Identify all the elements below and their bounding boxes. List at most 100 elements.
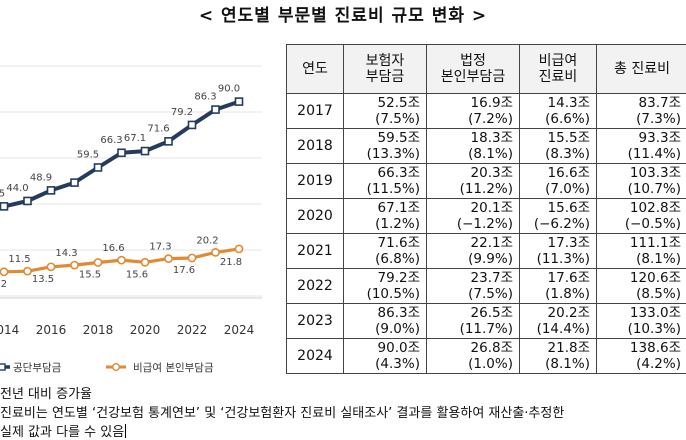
table-cell-line: 52.5조 — [377, 95, 420, 111]
data-point — [140, 257, 150, 267]
x-tick-label: 2016 — [36, 323, 67, 337]
page-title: < 연도별 부문별 진료비 규모 변화 > — [198, 6, 488, 26]
table-cell-line: (7.5%) — [375, 111, 420, 127]
note-growth-rate: 전년 대비 증가율 — [0, 387, 92, 402]
table-row: 2021 71.6조 (6.8%) 22.1조 (9.9%) 17.3조 (11.3%) 11… — [286, 233, 686, 269]
table-header-line: 비급여 — [538, 53, 578, 69]
table-cell-line: 93.3조 — [638, 130, 681, 146]
table-value-cell: 138.6조 (4.2%) — [596, 338, 686, 374]
data-point — [164, 137, 173, 146]
data-label: 21.8 — [220, 257, 242, 268]
expense-table: 연도 보험자 부담금 법정 본인부담금 비급여 진료비 총 진료비 2017 52.5조 (7.5… — [286, 44, 686, 374]
data-label: 20.2 — [196, 235, 218, 246]
table-value-cell: 66.3조 (11.5%) — [343, 163, 427, 199]
table-cell-line: (−6.2%) — [533, 216, 590, 232]
data-point — [46, 262, 56, 272]
table-value-cell: 18.3조 (8.1%) — [426, 128, 520, 164]
table-cell-line: (4.2%) — [636, 356, 681, 372]
table-cell-line: (7.2%) — [468, 111, 513, 127]
table-cell-line: 66.3조 — [377, 165, 420, 181]
table-value-cell: 17.6조 (1.8%) — [519, 268, 597, 304]
data-label: 44.0 — [6, 183, 28, 194]
table-value-cell: 14.3조 (6.6%) — [519, 93, 597, 129]
data-label: 41.5 — [0, 188, 5, 199]
table-value-cell: 26.8조 (1.0%) — [426, 338, 520, 374]
table-cell-line: 133.0조 — [629, 305, 681, 321]
x-tick-label: 2022 — [177, 323, 208, 337]
data-point — [0, 202, 9, 211]
table-cell-line: (1.0%) — [468, 356, 513, 372]
table-year-cell: 2022 — [286, 268, 344, 304]
x-tick-label: 2024 — [224, 323, 255, 337]
table-cell-line: 90.0조 — [377, 340, 420, 356]
data-label: 15.6 — [126, 269, 148, 280]
table-header-line: 법정 — [460, 53, 486, 69]
data-label: 79.2 — [171, 107, 193, 118]
table-header-2: 법정 본인부담금 — [426, 44, 520, 94]
table-value-cell: 52.5조 (7.5%) — [343, 93, 427, 129]
data-label: 11.5 — [8, 254, 30, 265]
table-cell-line: 20.1조 — [470, 200, 513, 216]
table-cell-line: 120.6조 — [629, 270, 681, 286]
table-value-cell: 83.7조 (7.3%) — [596, 93, 686, 129]
line-chart: 41.544.048.9 59.566.367.171.679.286.390.0… — [0, 44, 290, 384]
data-label: 66.3 — [100, 135, 122, 146]
table-year-cell: 2018 — [286, 128, 344, 164]
table-cell-line: (8.1%) — [636, 251, 681, 267]
table-header-row: 연도 보험자 부담금 법정 본인부담금 비급여 진료비 총 진료비 — [286, 44, 686, 94]
table-value-cell: 103.3조 (10.7%) — [596, 163, 686, 199]
table-value-cell: 90.0조 (4.3%) — [343, 338, 427, 374]
table-row: 2020 67.1조 (1.2%) 20.1조 (−1.2%) 15.6조 (−6.2%) 1… — [286, 198, 686, 234]
table-row: 2017 52.5조 (7.5%) 16.9조 (7.2%) 14.3조 (6.6%) 83.… — [286, 93, 686, 129]
table-cell-line: 79.2조 — [377, 270, 420, 286]
table-cell-line: (8.5%) — [636, 286, 681, 302]
table-cell-line: 26.8조 — [470, 340, 513, 356]
data-label: 71.6 — [147, 123, 169, 134]
table-cell-line: (9.0%) — [375, 321, 420, 337]
table-cell-line: 17.3조 — [547, 235, 590, 251]
table-cell-line: 15.6조 — [547, 200, 590, 216]
data-point — [117, 255, 126, 265]
table-header-line: 보험자 — [365, 53, 405, 69]
data-point — [46, 186, 56, 195]
table-cell-line: 16.9조 — [470, 95, 513, 111]
data-point — [70, 260, 79, 270]
chart-svg: 41.544.048.9 59.566.367.171.679.286.390.0… — [0, 65, 262, 374]
table-cell-line: 14.3조 — [547, 95, 590, 111]
table-cell-line: (13.3%) — [366, 146, 420, 162]
table-cell-line: 103.3조 — [629, 165, 681, 181]
table-header-line: 부담금 — [365, 69, 405, 85]
data-label: 86.3 — [194, 92, 216, 103]
table-value-cell: 93.3조 (11.4%) — [596, 128, 686, 164]
table-value-cell: 120.6조 (8.5%) — [596, 268, 686, 304]
data-point — [93, 258, 103, 267]
legend-label: 비급여 본인부담금 — [133, 362, 214, 374]
data-label: 16.6 — [102, 243, 124, 254]
table-cell-line: (−0.5%) — [624, 216, 681, 232]
table-value-cell: 22.1조 (9.9%) — [426, 233, 520, 269]
table-cell-line: (−1.2%) — [456, 216, 513, 232]
table-header-1: 보험자 부담금 — [343, 44, 427, 94]
data-point — [211, 105, 220, 114]
table-year-cell: 2024 — [286, 338, 344, 374]
data-label: 17.3 — [149, 242, 171, 253]
table-cell-line: 138.6조 — [629, 340, 681, 356]
data-point — [93, 163, 103, 172]
data-label: 15.5 — [79, 270, 101, 281]
data-point — [187, 120, 197, 130]
table-cell-line: (1.2%) — [375, 216, 420, 232]
data-label: 13.5 — [32, 274, 54, 285]
table-row: 2019 66.3조 (11.5%) 20.3조 (11.2%) 16.6조 (7.0%) 1… — [286, 163, 686, 199]
table-cell-line: (10.5%) — [366, 286, 420, 302]
table-cell-line: (8.3%) — [545, 146, 590, 162]
table-cell-line: 16.6조 — [547, 165, 590, 181]
table-header-line: 본인부담금 — [440, 69, 506, 85]
data-point — [140, 146, 150, 156]
x-tick-label: 2014 — [0, 323, 19, 337]
table-cell-line: (11.5%) — [366, 181, 420, 197]
table-cell-line: (10.7%) — [627, 181, 681, 197]
table-value-cell: 23.7조 (7.5%) — [426, 268, 520, 304]
table-body: 2017 52.5조 (7.5%) 16.9조 (7.2%) 14.3조 (6.6%) 83.… — [286, 93, 686, 374]
table-cell-line: (9.9%) — [468, 251, 513, 267]
table-year-cell: 2023 — [286, 303, 344, 339]
